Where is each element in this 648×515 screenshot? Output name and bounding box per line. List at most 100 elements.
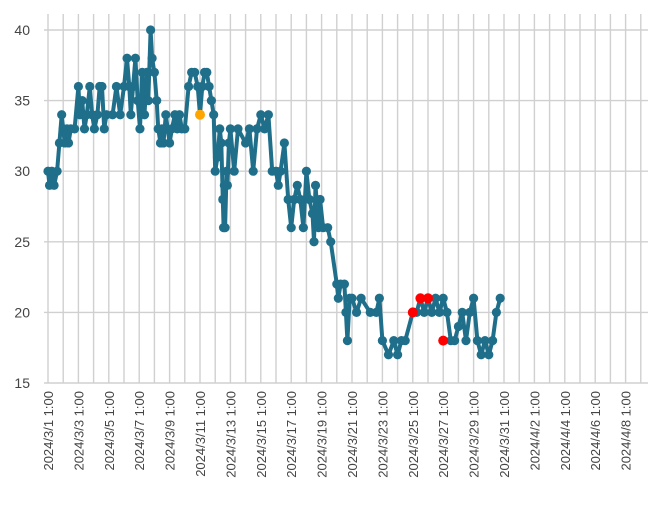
data-point [450, 336, 460, 346]
x-tick-label: 2024/4/4 1:00 [558, 391, 573, 471]
data-point [222, 166, 232, 176]
series-line [46, 28, 503, 357]
data-point [307, 208, 318, 219]
data-point [434, 307, 444, 317]
y-tick-label: 40 [14, 22, 30, 38]
y-tick-label: 15 [14, 375, 30, 391]
data-point [147, 53, 157, 63]
x-tick-label: 2024/3/13 1:00 [223, 391, 238, 478]
data-point [139, 110, 150, 120]
data-point [442, 307, 452, 317]
data-point [157, 124, 167, 134]
data-point [301, 166, 311, 176]
y-tick-label: 35 [14, 93, 30, 109]
data-point [341, 307, 351, 317]
data-point [218, 194, 228, 205]
data-point [77, 96, 87, 106]
data-point [85, 81, 95, 92]
data-point [146, 25, 156, 35]
data-point [356, 293, 366, 303]
data-point [142, 67, 152, 77]
data-point [273, 180, 283, 190]
data-point [190, 67, 200, 77]
y-tick-label: 20 [14, 304, 30, 320]
data-point [400, 336, 410, 346]
highlight-point [438, 335, 449, 346]
data-point [377, 336, 387, 346]
data-point [351, 307, 362, 317]
marker-layer [43, 25, 505, 360]
data-point [252, 124, 262, 134]
data-point [461, 336, 471, 346]
data-point [431, 293, 441, 303]
x-tick-label: 2024/3/15 1:00 [254, 391, 269, 478]
data-point [491, 307, 501, 317]
data-point [248, 166, 258, 176]
x-tick-label: 2024/3/27 1:00 [436, 391, 451, 478]
data-point [152, 96, 162, 106]
x-tick-label: 2024/4/6 1:00 [588, 391, 603, 471]
data-point [49, 180, 59, 190]
highlight-point [195, 109, 205, 120]
data-point [315, 194, 325, 205]
data-point [216, 138, 226, 148]
data-point [220, 223, 230, 233]
data-point [99, 124, 109, 134]
data-point [229, 166, 239, 176]
x-tick-label: 2024/3/17 1:00 [284, 391, 299, 478]
data-point [57, 110, 67, 120]
data-point [339, 279, 349, 289]
data-point [174, 110, 185, 120]
data-point [347, 293, 357, 303]
data-point [126, 110, 136, 120]
data-point [79, 124, 90, 134]
x-tick-label: 2024/3/11 1:00 [193, 391, 208, 477]
data-point [212, 152, 223, 162]
x-tick-label: 2024/4/8 1:00 [619, 391, 634, 471]
data-point [488, 336, 498, 346]
data-point [275, 166, 286, 176]
x-tick-label: 2024/3/3 1:00 [71, 391, 86, 471]
data-point [89, 124, 99, 134]
data-point [323, 223, 333, 233]
x-tick-label: 2024/3/23 1:00 [375, 391, 390, 478]
data-point [75, 110, 85, 120]
data-point [165, 138, 175, 148]
x-tick-label: 2024/3/21 1:00 [345, 391, 360, 478]
data-point [115, 110, 125, 120]
data-point [476, 350, 486, 360]
x-tick-label: 2024/4/2 1:00 [527, 391, 542, 471]
data-point [374, 293, 384, 303]
y-tick-label: 25 [14, 234, 30, 250]
data-point [260, 124, 270, 134]
axis-layer: 15 20 25 30 35 40 2024/3/1 1:00 2024/3/3 1:00 20… [14, 22, 633, 478]
data-point [180, 124, 190, 134]
data-point [342, 336, 353, 346]
data-point [63, 138, 74, 148]
data-point [480, 336, 490, 346]
data-point [130, 53, 140, 63]
x-tick-label: 2024/3/9 1:00 [163, 391, 178, 471]
data-point [427, 307, 437, 317]
data-point [70, 124, 80, 134]
data-point [204, 81, 214, 92]
data-point [161, 110, 171, 120]
data-point [419, 307, 429, 317]
data-point [292, 180, 302, 190]
data-point [389, 336, 399, 346]
data-point [128, 81, 138, 92]
x-tick-label: 2024/3/31 1:00 [497, 391, 512, 478]
x-tick-label: 2024/3/7 1:00 [132, 391, 147, 471]
data-point [135, 124, 145, 134]
data-point [52, 166, 62, 176]
data-point [465, 307, 475, 317]
x-tick-label: 2024/3/29 1:00 [467, 391, 482, 478]
data-point [256, 110, 266, 120]
highlight-layer [195, 109, 449, 346]
data-point [279, 138, 289, 148]
data-point [215, 124, 225, 134]
data-point [197, 81, 207, 92]
data-point [469, 293, 479, 303]
data-point [333, 293, 343, 303]
